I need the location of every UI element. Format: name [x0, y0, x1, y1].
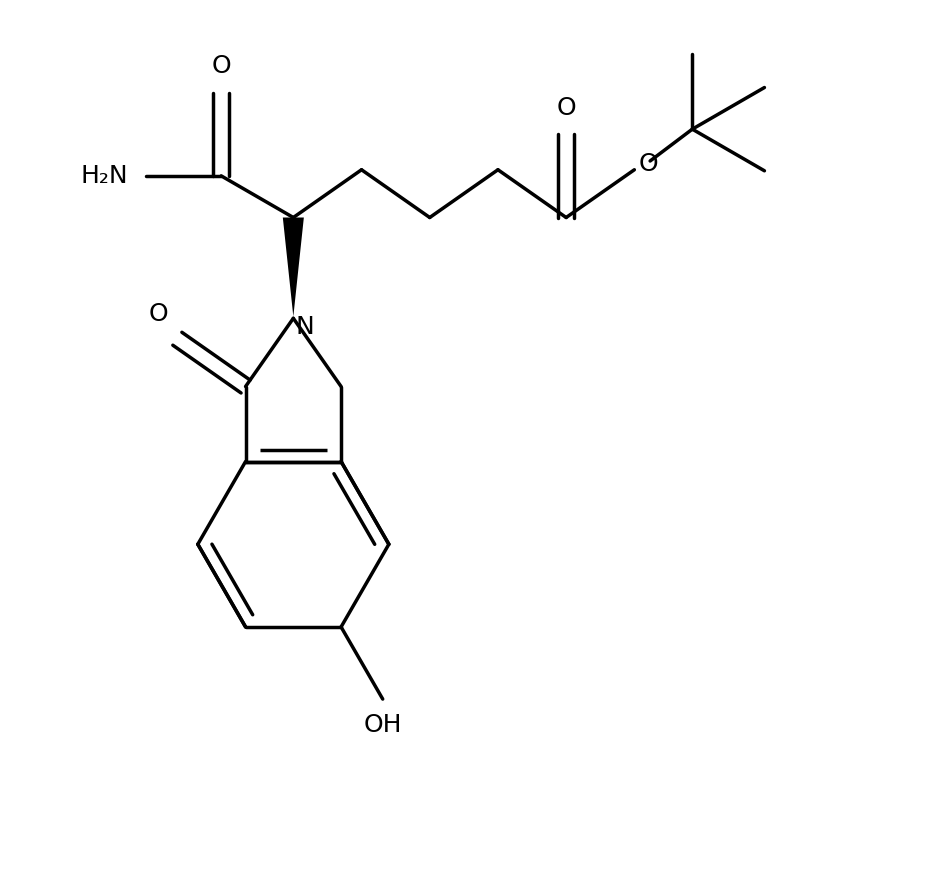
- Polygon shape: [283, 218, 304, 317]
- Text: O: O: [639, 153, 658, 176]
- Text: H₂N: H₂N: [80, 164, 128, 188]
- Text: O: O: [556, 96, 576, 120]
- Text: N: N: [295, 315, 314, 339]
- Text: O: O: [149, 303, 167, 326]
- Text: O: O: [211, 55, 231, 78]
- Text: OH: OH: [363, 714, 402, 737]
